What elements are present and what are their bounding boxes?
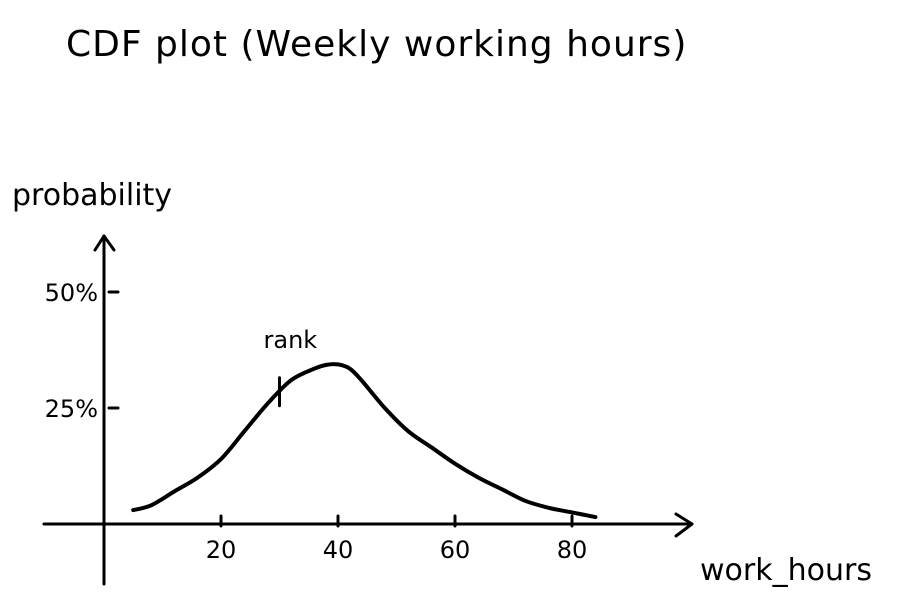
chart-title: CDF plot (Weekly working hours) xyxy=(66,24,687,65)
y-tick-label-25: 25% xyxy=(45,395,98,423)
y-axis-label: probability xyxy=(12,178,172,213)
annotation-layer: rank xyxy=(264,326,318,408)
series-line-0 xyxy=(131,362,598,520)
x-axis-arrowhead xyxy=(674,512,694,538)
series-layer xyxy=(131,362,598,520)
x-tick-label-20: 20 xyxy=(206,536,237,564)
x-tick-label-60: 60 xyxy=(440,536,471,564)
x-tick-label-80: 80 xyxy=(557,536,588,564)
axes xyxy=(42,234,694,586)
y-ticks: 25% 50% xyxy=(45,279,120,423)
y-tick-label-50: 50% xyxy=(45,279,98,307)
x-ticks: 20 40 60 80 xyxy=(206,514,588,564)
y-axis-arrowhead xyxy=(93,234,116,252)
x-tick-label-40: 40 xyxy=(323,536,354,564)
x-axis-label: work_hours xyxy=(700,553,872,588)
annotation-label-0: rank xyxy=(264,326,318,354)
